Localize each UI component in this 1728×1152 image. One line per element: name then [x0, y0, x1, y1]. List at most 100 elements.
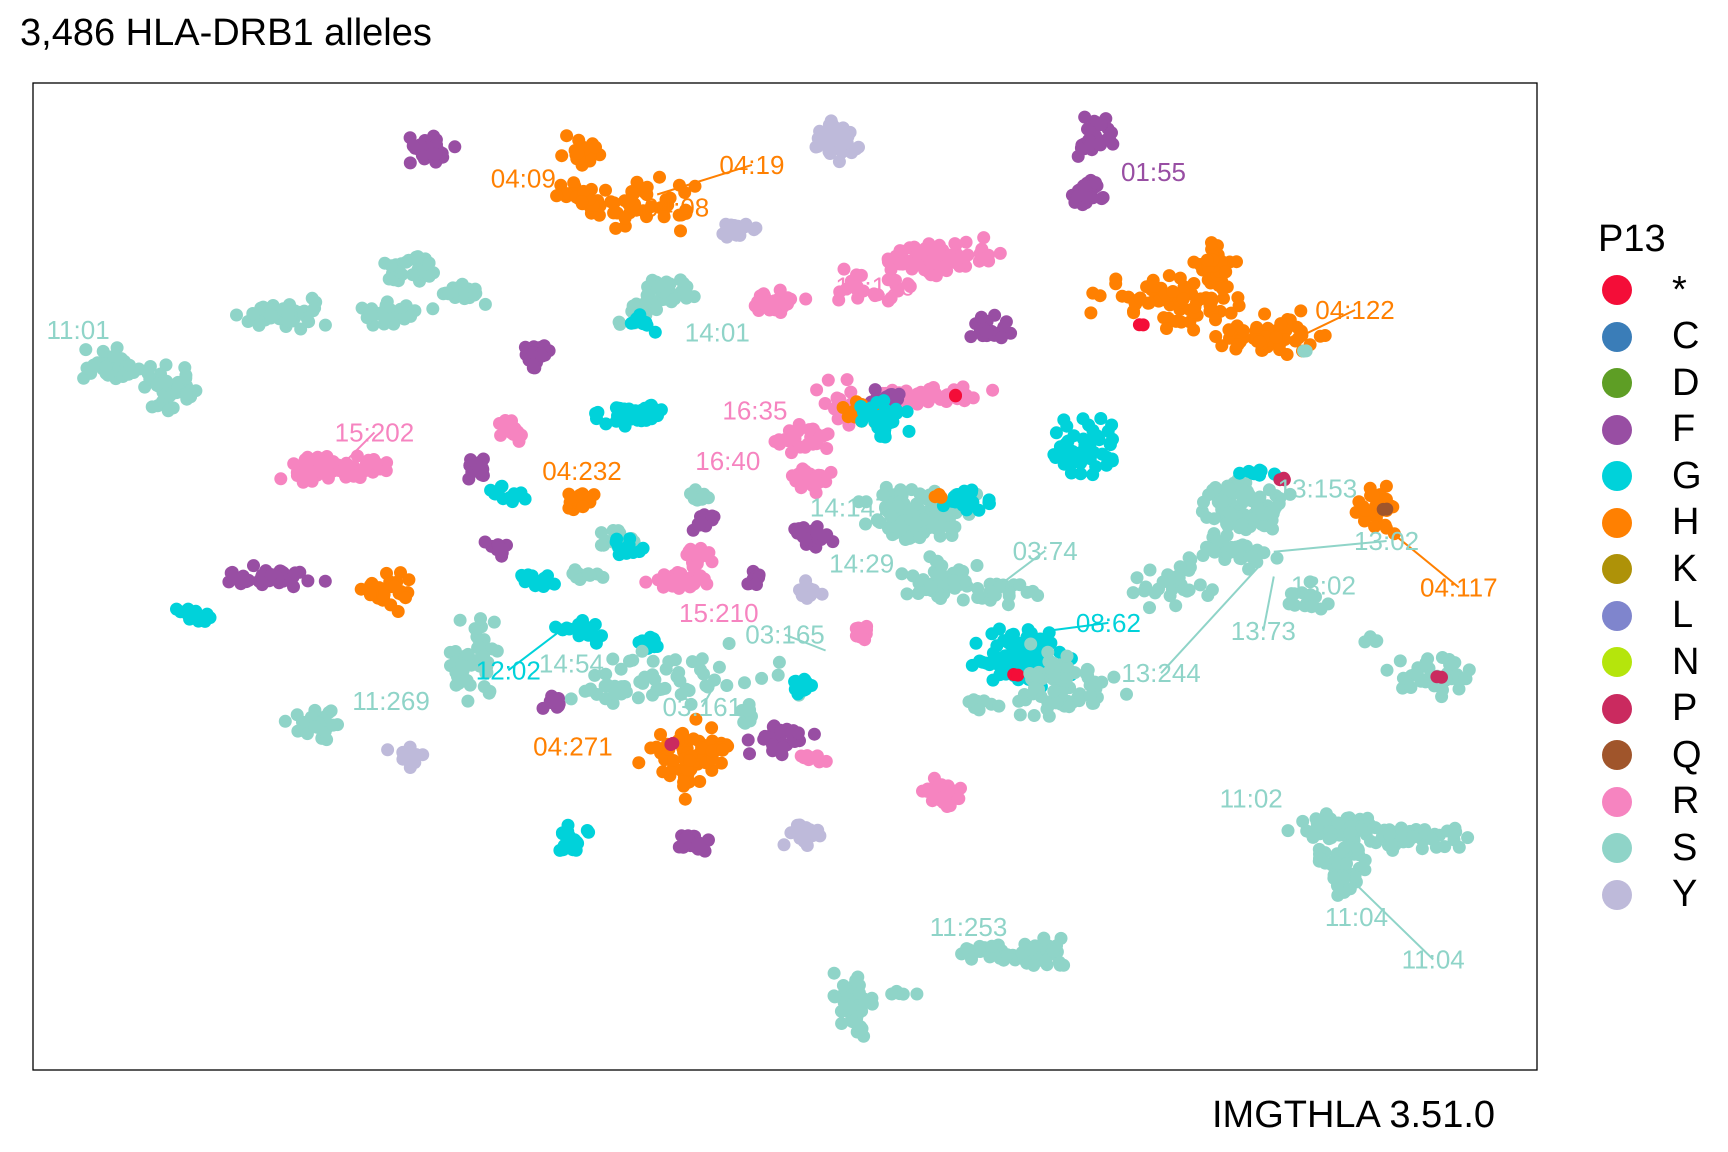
annotation-label: 11:253 [930, 912, 1008, 942]
data-point [305, 474, 319, 488]
data-point [1380, 502, 1394, 516]
annotation-leader-line [1273, 540, 1387, 553]
data-point [1358, 863, 1372, 877]
data-point [773, 283, 787, 297]
annotation-label: 11:269 [352, 686, 430, 716]
data-point [930, 247, 944, 261]
data-point [1282, 597, 1296, 611]
data-point [933, 529, 947, 543]
annotation-label: 13:153 [1278, 474, 1358, 504]
data-point [889, 402, 903, 416]
data-point [1143, 563, 1157, 577]
annotation-label: 14:01 [685, 318, 750, 348]
data-point [850, 280, 864, 293]
data-point [571, 146, 585, 160]
legend-item: H [1598, 500, 1702, 547]
data-point [492, 540, 506, 554]
data-point [654, 728, 667, 741]
data-point [505, 414, 518, 428]
data-point [278, 714, 292, 728]
data-point [448, 140, 462, 154]
data-point [639, 575, 653, 589]
data-point [633, 308, 647, 322]
data-point [79, 343, 93, 357]
data-point [820, 442, 834, 455]
data-point [1262, 483, 1276, 497]
data-point [985, 939, 999, 953]
data-point [1064, 466, 1078, 480]
data-point [1173, 271, 1187, 285]
data-point [1176, 292, 1190, 306]
data-point [338, 468, 352, 482]
data-point [159, 358, 173, 372]
data-point [449, 645, 462, 658]
data-point [1220, 517, 1234, 531]
legend-item: L [1598, 593, 1702, 640]
data-point [835, 1017, 849, 1030]
legend-item: K [1598, 546, 1702, 593]
data-point [979, 656, 993, 670]
data-point [666, 736, 680, 750]
data-point [1224, 540, 1238, 554]
data-point [1269, 330, 1283, 344]
data-point [1236, 324, 1250, 338]
data-point [870, 396, 884, 409]
data-point [1004, 628, 1018, 642]
data-point [831, 412, 845, 426]
data-point [1047, 684, 1061, 698]
data-point [1197, 495, 1210, 509]
data-point [1255, 517, 1269, 531]
annotation-label: 14:147 [810, 492, 890, 522]
data-point [1425, 832, 1439, 846]
data-point [290, 708, 304, 722]
data-point [667, 754, 680, 767]
data-point [381, 743, 395, 757]
data-point [646, 654, 660, 668]
data-point [572, 621, 586, 635]
data-point [484, 483, 498, 497]
data-point [856, 405, 870, 419]
annotation-label: 11:02 [1220, 784, 1283, 814]
data-point [993, 246, 1007, 260]
data-point [712, 660, 726, 674]
data-point [778, 297, 792, 311]
data-point [819, 754, 833, 768]
data-point [477, 680, 491, 694]
data-point [1039, 954, 1053, 968]
data-point [884, 291, 898, 305]
data-point [884, 509, 898, 523]
data-point [850, 268, 863, 282]
annotation-label: 15:210 [679, 598, 759, 628]
data-point [564, 491, 578, 505]
legend-label: N [1672, 640, 1700, 683]
data-point [965, 658, 979, 672]
data-point [494, 428, 508, 442]
data-point [999, 315, 1013, 329]
data-point [1380, 663, 1394, 677]
data-point [487, 615, 501, 629]
data-point [1438, 840, 1452, 854]
data-point [678, 186, 692, 199]
data-point [876, 488, 890, 502]
data-point [613, 317, 627, 331]
data-point [777, 838, 791, 852]
data-point [1049, 426, 1063, 440]
data-point [1101, 424, 1115, 438]
data-point [594, 526, 608, 540]
data-point [588, 668, 602, 682]
data-point [301, 574, 315, 588]
data-point [689, 712, 703, 726]
data-point [318, 318, 332, 332]
data-point [932, 488, 946, 501]
annotation-leader-line [1160, 565, 1260, 674]
annotation-label: 03:74 [1013, 536, 1078, 566]
data-point [1331, 888, 1345, 902]
data-point [1452, 840, 1466, 854]
data-point [909, 516, 923, 530]
data-point [818, 397, 832, 410]
data-point [705, 744, 719, 758]
data-point [800, 839, 814, 852]
data-point [971, 591, 985, 604]
data-point [767, 294, 781, 308]
legend-label: F [1672, 408, 1696, 451]
